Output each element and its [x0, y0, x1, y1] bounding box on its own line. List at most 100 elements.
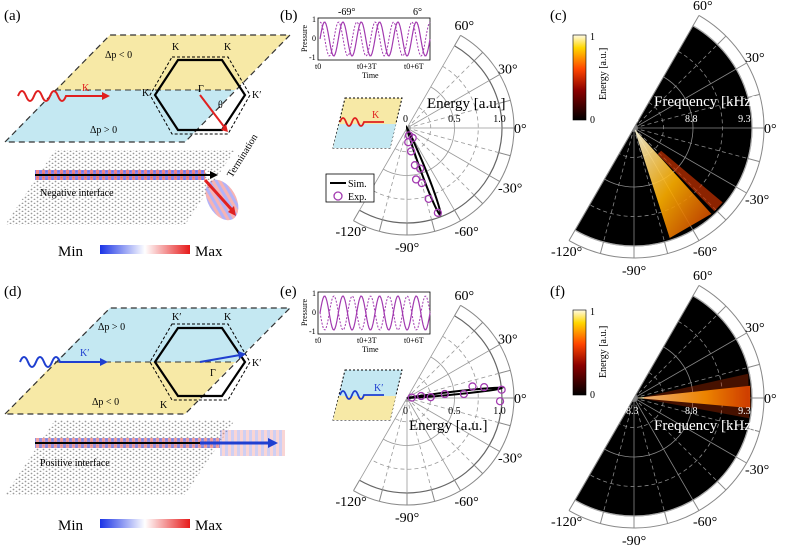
- radial-tick: 0: [403, 406, 408, 417]
- radial-tick: 1.0: [493, 114, 506, 125]
- wave-label-a: K: [82, 83, 90, 94]
- incident-wave: [17, 90, 106, 102]
- kpt-a2: K: [142, 88, 150, 99]
- angle-label: 60°: [693, 269, 713, 284]
- kpt-d1: K: [224, 312, 232, 323]
- exp-point: [433, 208, 443, 217]
- angle-label: 30°: [745, 321, 765, 336]
- angle-label: 0°: [764, 122, 777, 137]
- legend-b: [325, 173, 375, 203]
- panel-a: (a) Δp < 0 Δp > 0 K Γ θ K K K K′ Negativ…: [3, 8, 292, 260]
- exp-point: [417, 178, 426, 188]
- theta-a: θ: [218, 100, 223, 111]
- inset-b-annot0: -69°: [338, 7, 355, 18]
- cbar-max-a: Max: [195, 244, 223, 260]
- radial-tick: 9.3: [738, 114, 751, 125]
- radial-tick: 0.5: [448, 114, 461, 125]
- angle-label: 60°: [455, 19, 475, 34]
- inset-e-y0: 0: [312, 308, 316, 317]
- panel-c: (c) 60° 30° 0° -30° -60° -90° -120° 8.3 8.8 9.3 Fr…: [550, 0, 777, 279]
- angle-label: -90°: [622, 534, 646, 549]
- inset-e-x1: t0+3T: [357, 336, 377, 345]
- angle-label: -60°: [455, 495, 479, 510]
- radial-tick: 0.5: [448, 406, 461, 417]
- brillouin-zone-d: [153, 326, 247, 398]
- polar-b: 60° 30° 0° -30° -60° -90° -120° 0 0.5 1.0 Energy […: [336, 19, 527, 256]
- angle-label: -120°: [336, 225, 367, 240]
- panel-c-label: (c): [550, 8, 567, 24]
- exp-point: [416, 391, 426, 401]
- cbar-max-d: Max: [195, 518, 223, 534]
- inset-b-y0: 0: [312, 34, 316, 43]
- incident-wave-d: [19, 356, 100, 368]
- angle-label: -60°: [693, 245, 717, 260]
- polar-c: 60° 30° 0° -30° -60° -90° -120° 8.3 8.8 9.3 Freque…: [551, 0, 777, 279]
- exp-point: [404, 138, 413, 147]
- panel-d-label: (d): [4, 284, 22, 300]
- colorbar-f: [572, 309, 587, 396]
- kpt-a3: K′: [252, 90, 261, 101]
- kpt-d2: K: [160, 400, 168, 411]
- radial-tick: 1.0: [493, 406, 506, 417]
- panel-b: (b) 60° 30° 0° -30° -60° -90° -120° 0 0.5 1.0 Ener…: [280, 7, 527, 256]
- angle-label: -60°: [455, 225, 479, 240]
- angle-label: -30°: [745, 463, 769, 478]
- delta-bottom-d: Δp < 0: [92, 397, 119, 408]
- region-top: [55, 35, 290, 90]
- angle-label: 30°: [498, 63, 518, 78]
- radial-tick: 8.8: [685, 114, 698, 125]
- angle-label: -90°: [395, 241, 419, 256]
- axis-title-e: Energy [a.u.]: [409, 418, 487, 434]
- inset-e-xlabel: Time: [362, 345, 379, 354]
- lattice-a: [5, 150, 235, 225]
- angle-label: 60°: [693, 0, 713, 14]
- exp-point: [497, 385, 506, 394]
- angle-label: 30°: [498, 333, 518, 348]
- legend-sim: Sim.: [348, 179, 367, 190]
- kpt-d3: K′: [252, 358, 261, 369]
- cbar-f-0: 0: [590, 390, 595, 401]
- energy-beam-f: [637, 385, 751, 409]
- polar-e: 60° 30° 0° -30° -60° -90° -120° 0 0.5 1.0 Energy […: [336, 289, 527, 526]
- exp-point: [468, 382, 477, 391]
- legend-exp: Exp.: [348, 192, 367, 203]
- angle-label: -90°: [622, 264, 646, 279]
- energy-beam-c: [634, 129, 712, 238]
- delta-top-d: Δp > 0: [98, 322, 125, 333]
- kpt-a0: K: [172, 42, 180, 53]
- radial-tick: 8.8: [685, 406, 698, 417]
- panel-d: (d) Δp > 0 Δp < 0 K′ Γ K′ K K K′ Positiv…: [3, 284, 292, 534]
- exp-point: [406, 147, 416, 156]
- gamma-d: Γ: [210, 368, 216, 379]
- inset-b-annot1: 6°: [413, 7, 422, 18]
- colorbar-c: [572, 34, 587, 121]
- angle-label: -120°: [551, 245, 582, 260]
- exp-point: [459, 389, 469, 399]
- exp-point: [407, 393, 416, 402]
- angle-label: -120°: [336, 495, 367, 510]
- angle-label: 30°: [745, 51, 765, 66]
- radial-tick: 0: [403, 114, 408, 125]
- panel-f: (f) 60° 30° 0° -30° -60° -90° -120° 8.3 8.8 9.3Fr…: [550, 269, 777, 549]
- inset-b-y1: 1: [312, 15, 316, 24]
- angle-label: -30°: [498, 182, 522, 197]
- exp-point: [426, 393, 435, 402]
- panel-b-label: (b): [280, 8, 298, 24]
- region-bottom-d: [5, 362, 235, 414]
- angle-label: 0°: [764, 392, 777, 407]
- exp-point: [408, 133, 417, 143]
- exp-point: [479, 383, 489, 392]
- gamma-a: Γ: [198, 84, 204, 95]
- angle-label: -30°: [498, 452, 522, 467]
- exp-point: [495, 397, 505, 406]
- inset-b-x1: t0+3T: [357, 62, 377, 71]
- panel-e-label: (e): [280, 284, 297, 300]
- panel-a-label: (a): [4, 8, 21, 24]
- wave-label-b: K: [372, 110, 380, 121]
- inset-b-x2: t0+6T: [404, 62, 424, 71]
- inset-b-x0: t0: [315, 62, 321, 71]
- wave-label-e: K′: [374, 383, 383, 394]
- radial-tick: 8.3: [626, 114, 639, 125]
- exp-point: [440, 389, 449, 399]
